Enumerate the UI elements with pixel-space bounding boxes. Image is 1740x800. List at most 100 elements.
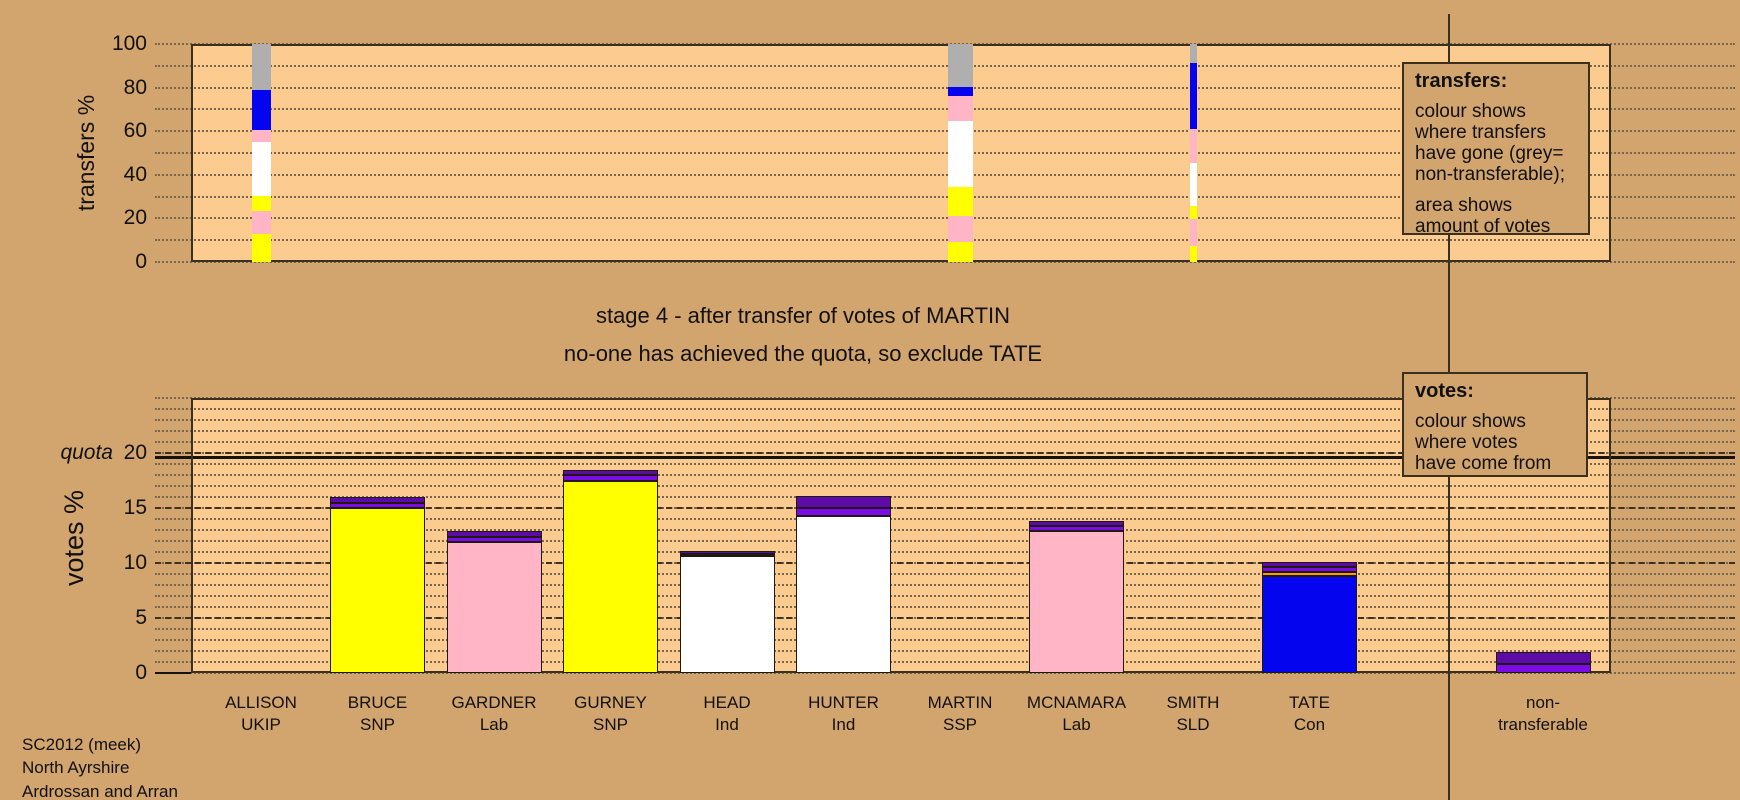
y-tick-label: 20 [123, 206, 147, 230]
vote-bar-segment [446, 531, 542, 537]
gridline-dotted [155, 661, 1735, 663]
gridline-dashed [155, 452, 1735, 454]
vote-bar-segment [1262, 576, 1357, 673]
vote-bar-segment [796, 515, 891, 673]
candidate-party: SNP [360, 715, 395, 734]
axis-extension [155, 672, 191, 674]
footer-ward: Ardrossan and Arran [22, 782, 178, 800]
transfer-bar-segment [947, 242, 973, 262]
transfer-bar-segment [251, 210, 271, 234]
transfer-bar-segment [947, 216, 973, 243]
vote-bar-segment [1029, 521, 1124, 527]
transfer-bar-segment [1189, 44, 1197, 63]
transfer-bar-segment [251, 233, 271, 262]
vote-bar-segment [563, 475, 658, 481]
votes-legend: votes: colour shows where votes have com… [1402, 372, 1588, 477]
candidate-name: non- [1525, 693, 1561, 712]
vote-bar-segment [679, 550, 775, 554]
gridline-dotted [155, 639, 1735, 641]
candidate-name: BRUCE [347, 693, 408, 712]
transfer-bar-segment [947, 186, 973, 217]
gridline-dotted [155, 86, 1735, 89]
candidate-name: TATE [1289, 693, 1330, 712]
transfer-bar-segment [947, 44, 973, 87]
stage-subtitle: no-one has achieved the quota, so exclud… [563, 341, 1043, 366]
gridline-dotted [155, 650, 1735, 652]
transfer-bar-segment [1189, 245, 1197, 262]
gridline-dotted [155, 64, 1735, 67]
gridline-dotted [155, 584, 1735, 586]
vote-bar-segment [679, 553, 775, 557]
vote-bar-segment [796, 495, 891, 508]
transfers-legend: transfers: colour shows where transfers … [1402, 62, 1590, 237]
transfers-axis-title: transfers % [73, 94, 99, 212]
footer-election-system: SC2012 (meek) [22, 735, 142, 754]
candidate-party: Lab [479, 715, 509, 734]
candidate-name: MARTIN [927, 693, 993, 712]
candidate-party: SLD [1176, 715, 1210, 734]
transfer-bar-segment [251, 44, 271, 90]
transfers-legend-title: transfers: [1415, 70, 1508, 92]
gridline-dotted [155, 485, 1735, 487]
candidate-party: Ind [831, 715, 856, 734]
stage-title: stage 4 - after transfer of votes of MAR… [595, 303, 1011, 328]
gridline-dotted [155, 463, 1735, 465]
vote-bar-segment [1495, 652, 1591, 665]
transfer-bar-segment [251, 89, 271, 131]
gridline-dotted [155, 540, 1735, 542]
candidate-party: SNP [593, 715, 628, 734]
gridline-dotted [155, 606, 1735, 608]
footer-council: North Ayrshire [22, 758, 130, 777]
gridline-dotted [155, 217, 1735, 220]
vote-bar-segment [563, 480, 658, 673]
y-tick-label: 100 [111, 32, 147, 55]
gridline-dashed [155, 507, 1735, 509]
gridline-dotted [155, 595, 1735, 597]
quota-line [155, 456, 1735, 460]
gridline-dotted [155, 573, 1735, 575]
candidate-name: HEAD [703, 693, 751, 712]
candidate-party: Ind [715, 715, 739, 734]
gridline-dotted [155, 261, 1735, 263]
vote-bar-segment [563, 469, 658, 475]
y-tick-label: 10 [123, 551, 147, 574]
gridline-dotted [155, 239, 1735, 242]
gridline-dotted [155, 529, 1735, 531]
y-tick-label: 80 [123, 75, 147, 99]
vote-bar-segment [1029, 531, 1124, 673]
transfers-plot-border [191, 44, 1611, 262]
gridline-dotted [155, 672, 1735, 674]
transfer-bar-segment [947, 121, 973, 187]
vote-bar-segment [796, 508, 891, 516]
votes-plot-background [191, 398, 1611, 673]
transfer-bar-segment [1189, 129, 1197, 163]
candidate-name: GARDNER [451, 693, 537, 712]
gridline-dotted [155, 408, 1735, 410]
gridline-dashed [155, 617, 1735, 619]
gridline-dotted [155, 551, 1735, 553]
vote-bar-segment [1262, 571, 1357, 577]
vote-bar-segment [1495, 664, 1591, 673]
y-tick-label: 0 [135, 250, 147, 273]
gridline-dotted [155, 430, 1735, 432]
candidate-name: ALLISON [225, 693, 297, 712]
candidate-party: Con [1293, 715, 1326, 734]
votes-plot-border [191, 398, 1611, 673]
candidate-name: MCNAMARA [1026, 693, 1127, 712]
gridline-dotted [155, 419, 1735, 421]
gridline-dotted [155, 108, 1735, 111]
vote-bar-segment [330, 502, 425, 508]
transfers-legend-body-2: area shows amount of votes [1415, 195, 1551, 237]
gridline-dotted [155, 152, 1735, 154]
candidate-party: transferable [1498, 715, 1588, 734]
y-tick-label: 20 [123, 441, 147, 464]
votes-legend-title: votes: [1415, 380, 1474, 402]
gridline-dotted [155, 518, 1735, 520]
transfer-bar-segment [1189, 62, 1197, 129]
candidate-name: SMITH [1166, 693, 1220, 712]
votes-legend-body: colour shows where votes have come from [1415, 411, 1552, 474]
transfers-legend-body-1: colour shows where transfers have gone (… [1415, 101, 1565, 185]
candidate-party: UKIP [241, 715, 281, 734]
transfer-bar-segment [1189, 219, 1197, 246]
